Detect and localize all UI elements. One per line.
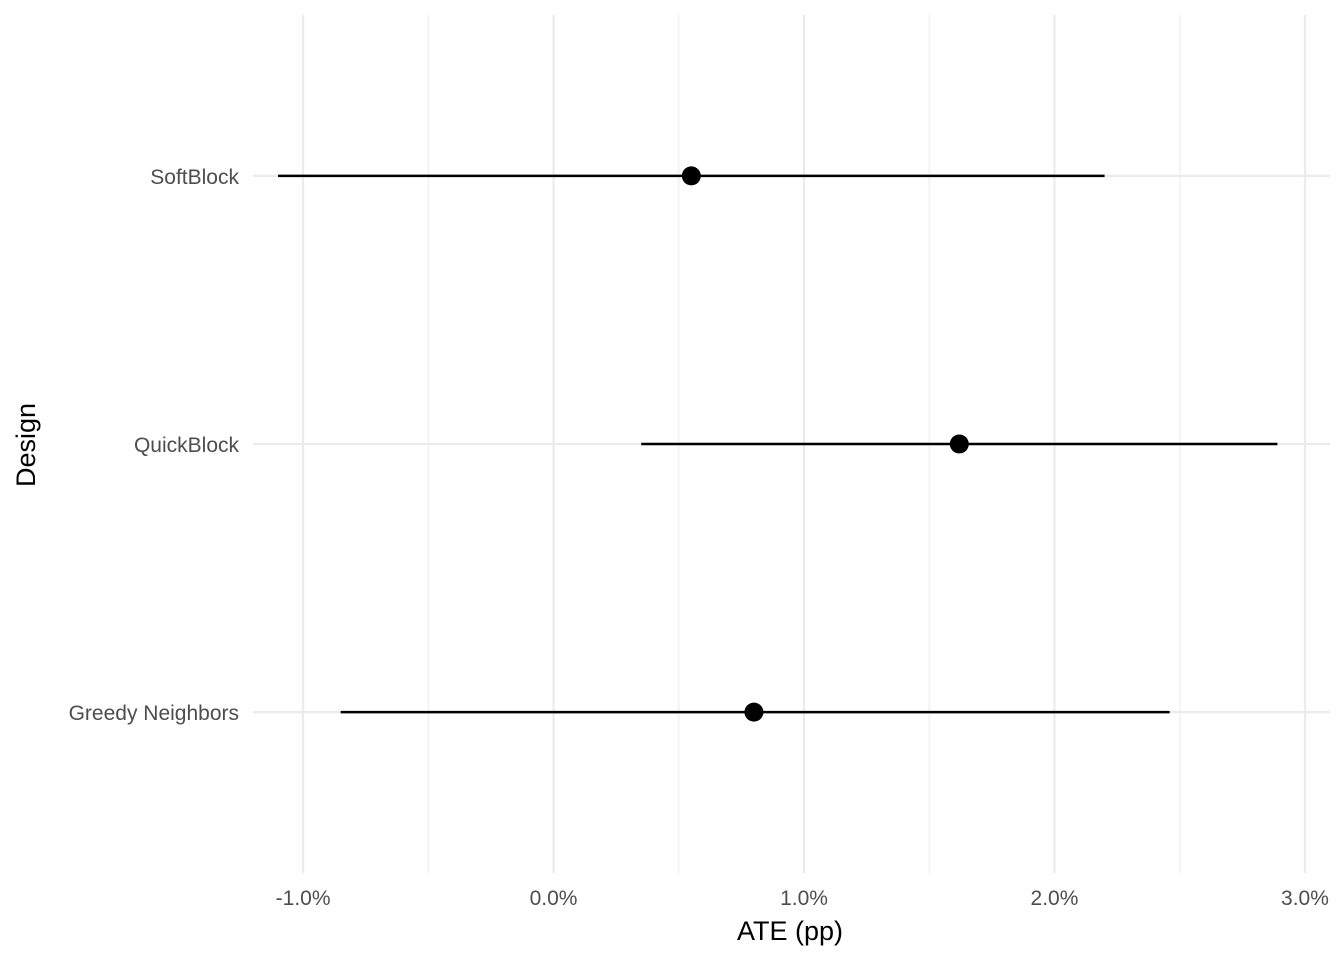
x-tick-label: -1.0% bbox=[276, 887, 331, 910]
estimate-point bbox=[681, 166, 701, 186]
x-tick-label: 3.0% bbox=[1281, 887, 1329, 910]
x-axis-title: ATE (pp) bbox=[737, 916, 843, 946]
y-tick-label: Greedy Neighbors bbox=[69, 702, 239, 725]
marks bbox=[278, 166, 1278, 722]
y-axis-title: Design bbox=[11, 403, 41, 487]
x-tick-label: 2.0% bbox=[1031, 887, 1079, 910]
x-tick-label: 0.0% bbox=[530, 887, 578, 910]
estimate-point bbox=[949, 434, 969, 454]
x-axis-ticks: -1.0% 0.0% 1.0% 2.0% 3.0% bbox=[276, 887, 1329, 910]
estimate-point bbox=[744, 702, 764, 722]
x-tick-label: 1.0% bbox=[780, 887, 828, 910]
y-tick-label: SoftBlock bbox=[150, 166, 239, 189]
y-tick-label: QuickBlock bbox=[134, 434, 240, 457]
y-axis-ticks: SoftBlock QuickBlock Greedy Neighbors bbox=[69, 166, 240, 725]
